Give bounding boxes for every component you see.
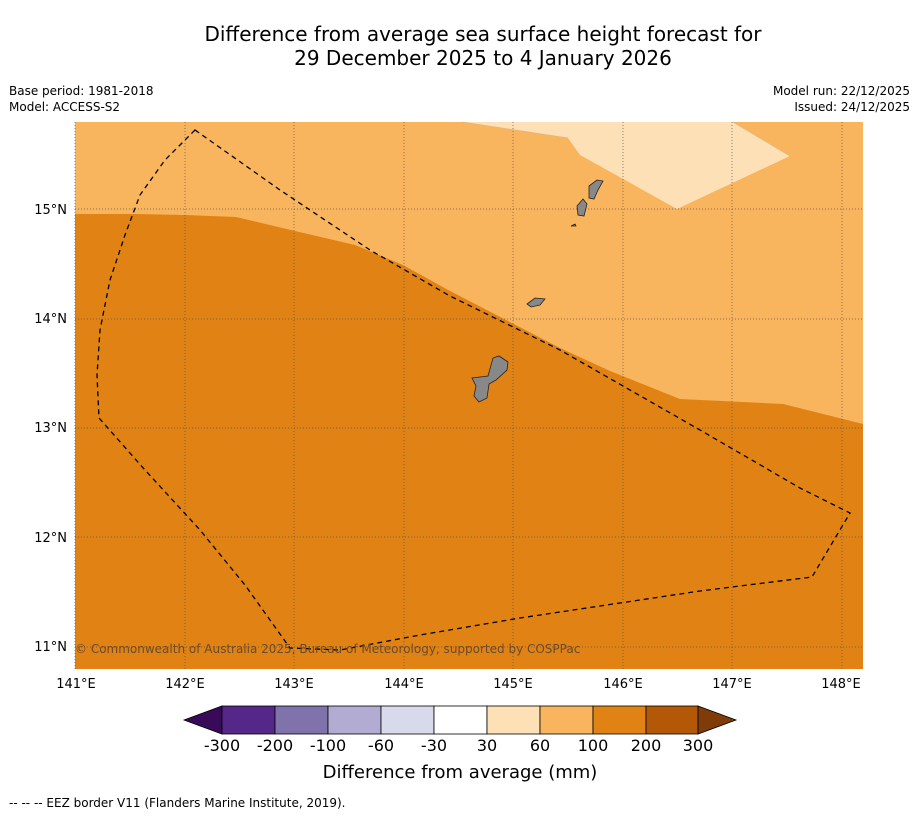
colorbar-swatch	[274, 705, 329, 735]
colorbar-tick-label: -30	[420, 736, 448, 755]
colorbar-swatch	[592, 705, 647, 735]
lon-label: 142°E	[165, 677, 205, 692]
longitude-labels: 141°E 142°E 143°E 144°E 145°E 146°E 147°…	[56, 677, 861, 692]
colorbar-tick-label: -300	[203, 736, 241, 755]
island-aguijan	[570, 223, 577, 227]
meta-left: Base period: 1981-2018 Model: ACCESS-S2	[9, 83, 154, 115]
lon-label: 144°E	[384, 677, 424, 692]
map-title: Difference from average sea surface heig…	[0, 22, 919, 70]
lat-label: 11°N	[34, 640, 67, 655]
base-period-text: Base period: 1981-2018	[9, 84, 154, 98]
colorbar	[182, 705, 738, 735]
land-islands	[471, 179, 604, 403]
graticule	[74, 122, 863, 669]
colorbar-tick-label: -100	[309, 736, 347, 755]
eez-border	[96, 129, 851, 651]
title-line-2: 29 December 2025 to 4 January 2026	[294, 46, 672, 70]
lon-label: 147°E	[712, 677, 752, 692]
model-text: Model: ACCESS-S2	[9, 100, 121, 114]
title-line-1: Difference from average sea surface heig…	[204, 22, 762, 46]
colorbar-swatch	[645, 705, 699, 735]
colorbar-swatch	[539, 705, 594, 735]
lat-label: 12°N	[34, 531, 67, 546]
colorbar-tick-label: 300	[682, 736, 714, 755]
lat-label: 15°N	[34, 203, 67, 218]
colorbar-swatch	[327, 705, 382, 735]
eez-legend-note: -- -- -- EEZ border V11 (Flanders Marine…	[9, 796, 346, 810]
colorbar-tick-label: 60	[529, 736, 551, 755]
colorbar-tick-label: 200	[630, 736, 662, 755]
island-tinian	[576, 198, 588, 217]
colorbar-low-extension	[182, 705, 223, 735]
copyright-text: © Commonwealth of Australia 2025, Bureau…	[75, 642, 580, 656]
colorbar-tick-label: -200	[256, 736, 294, 755]
colorbar-title: Difference from average (mm)	[322, 762, 598, 783]
issued-text: Issued: 24/12/2025	[794, 100, 910, 114]
colorbar-swatch	[221, 705, 276, 735]
lat-label: 14°N	[34, 312, 67, 327]
lat-label: 13°N	[34, 421, 67, 436]
lon-label: 143°E	[274, 677, 314, 692]
island-saipan	[588, 179, 604, 200]
colorbar-tick-label: 30	[476, 736, 498, 755]
colorbar-tick-label: 100	[577, 736, 609, 755]
colorbar-high-extension	[697, 705, 738, 735]
colorbar-swatch	[433, 705, 488, 735]
island-rota	[526, 297, 546, 308]
map-panel: © Commonwealth of Australia 2025, Bureau…	[74, 121, 863, 669]
meta-right: Model run: 22/12/2025 Issued: 24/12/2025	[773, 83, 910, 115]
lon-label: 146°E	[603, 677, 643, 692]
colorbar-swatch	[486, 705, 541, 735]
latitude-labels: 15°N 14°N 13°N 12°N 11°N	[34, 203, 67, 655]
colorbar-tick-label: -60	[367, 736, 395, 755]
region-60-100	[462, 122, 790, 209]
lon-label: 148°E	[821, 677, 861, 692]
model-run-text: Model run: 22/12/2025	[772, 84, 910, 98]
lon-label: 141°E	[56, 677, 96, 692]
island-guam	[471, 355, 509, 403]
lon-label: 145°E	[493, 677, 533, 692]
colorbar-swatch	[380, 705, 435, 735]
